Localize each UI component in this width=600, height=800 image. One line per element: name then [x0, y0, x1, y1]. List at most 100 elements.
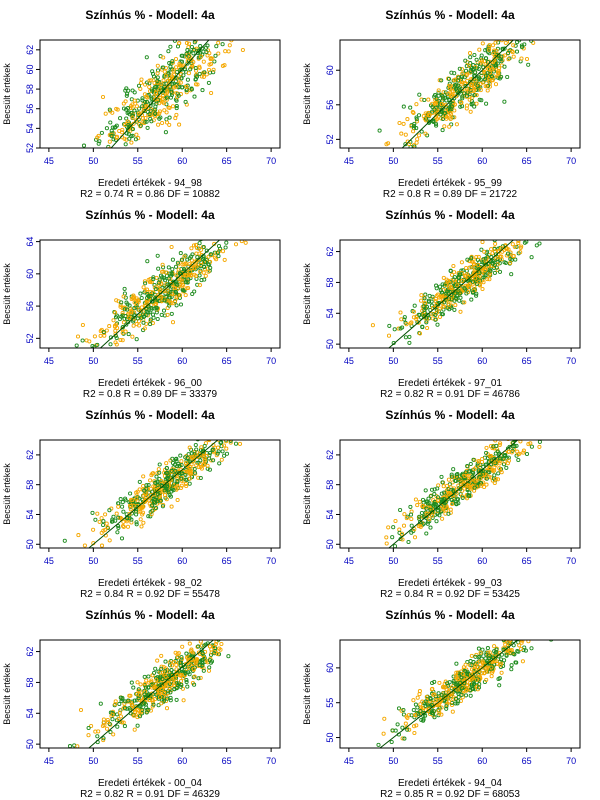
data-point-orange: [184, 90, 189, 95]
x-tick-label: 65: [222, 156, 232, 166]
data-point-orange: [397, 120, 402, 126]
data-point-green: [200, 663, 205, 668]
data-point-green: [528, 210, 531, 213]
data-point-orange: [206, 433, 209, 436]
y-axis-label: Becsült értékek: [2, 263, 12, 325]
data-point-green: [219, 444, 224, 449]
data-point-green: [230, 428, 233, 431]
data-point-orange: [127, 511, 132, 516]
data-point-green: [153, 497, 158, 502]
chart-panel-8: Színhús % - Modell: 4a 45 50 55 60 65 70 50 55 6…: [300, 600, 600, 800]
data-point-green: [152, 282, 157, 288]
point-cloud: [67, 633, 231, 748]
data-point-green: [125, 91, 130, 96]
data-point-orange: [411, 698, 416, 703]
chart-title: Színhús % - Modell: 4a: [85, 208, 215, 222]
data-point-orange: [75, 334, 81, 339]
data-point-green: [96, 141, 101, 146]
data-point-orange: [96, 729, 101, 734]
data-point-green: [454, 661, 459, 666]
data-point-green: [140, 96, 145, 101]
data-point-orange: [447, 83, 452, 88]
data-point-orange: [199, 445, 204, 450]
data-point-green: [129, 680, 134, 685]
data-point-green: [183, 455, 188, 460]
data-point-orange: [489, 674, 494, 679]
data-point-green: [172, 687, 177, 692]
data-point-green: [529, 634, 532, 637]
data-point-orange: [465, 687, 470, 692]
data-point-orange: [456, 677, 461, 682]
data-point-green: [491, 444, 496, 449]
data-point-green: [113, 125, 118, 130]
plot-frame: [339, 239, 581, 349]
data-point-green: [215, 432, 218, 435]
data-point-orange: [469, 677, 474, 682]
data-point-orange: [423, 301, 428, 306]
data-point-green: [487, 470, 492, 475]
data-point-orange: [192, 674, 197, 679]
data-point-green: [135, 316, 140, 321]
data-point-green: [114, 313, 119, 318]
data-point-orange: [487, 47, 492, 52]
x-tick-label: 50: [88, 556, 98, 566]
data-point-green: [506, 20, 509, 23]
y-tick-label: 56: [25, 301, 35, 311]
data-point-green: [491, 259, 496, 264]
data-point-green: [411, 707, 416, 713]
data-point-green: [92, 345, 97, 348]
data-point-green: [485, 71, 490, 76]
data-point-orange: [487, 43, 492, 48]
data-point-orange: [210, 56, 215, 61]
data-point-green: [463, 68, 469, 73]
data-point-orange: [452, 270, 457, 275]
data-point-orange: [78, 707, 84, 713]
data-point-green: [499, 652, 504, 657]
y-tick-label: 52: [25, 143, 35, 153]
data-point-orange: [415, 137, 420, 142]
data-point-green: [462, 668, 467, 673]
data-point-orange: [161, 670, 166, 675]
data-point-green: [452, 71, 457, 76]
data-point-orange: [195, 82, 200, 87]
data-point-green: [130, 88, 135, 93]
x-tick-label: 50: [88, 156, 98, 166]
data-point-orange: [423, 131, 428, 136]
data-point-orange: [517, 235, 520, 238]
data-point-green: [460, 495, 465, 500]
data-point-green: [407, 334, 412, 339]
data-point-orange: [149, 695, 154, 700]
data-point-orange: [130, 497, 135, 503]
data-point-orange: [511, 254, 516, 259]
data-point-orange: [198, 247, 204, 252]
data-point-green: [185, 257, 190, 262]
data-point-orange: [173, 56, 179, 62]
y-tick-label: 58: [325, 277, 335, 287]
data-point-orange: [142, 326, 147, 331]
point-cloud: [384, 417, 567, 548]
data-point-green: [192, 94, 197, 99]
data-point-orange: [413, 713, 418, 718]
data-point-orange: [526, 640, 531, 644]
data-point-orange: [212, 633, 215, 636]
data-point-orange: [194, 659, 199, 664]
data-point-orange: [564, 417, 567, 420]
data-point-orange: [132, 98, 137, 103]
data-point-green: [143, 99, 148, 105]
x-axis-label: Eredeti értékek - 99_03: [398, 578, 502, 589]
data-point-green: [463, 58, 468, 63]
data-point-orange: [438, 698, 443, 703]
data-point-orange: [129, 702, 135, 707]
data-point-orange: [226, 49, 231, 54]
data-point-orange: [196, 475, 201, 480]
data-point-orange: [170, 74, 175, 79]
data-point-orange: [139, 524, 144, 529]
data-point-orange: [490, 78, 495, 83]
data-point-green: [218, 9, 221, 12]
data-point-orange: [480, 456, 485, 462]
data-point-orange: [149, 678, 154, 683]
data-point-green: [433, 312, 438, 317]
data-point-orange: [419, 705, 424, 710]
fit-statistics: R2 = 0.84 R = 0.92 DF = 55478: [80, 589, 220, 600]
data-point-green: [436, 93, 441, 98]
